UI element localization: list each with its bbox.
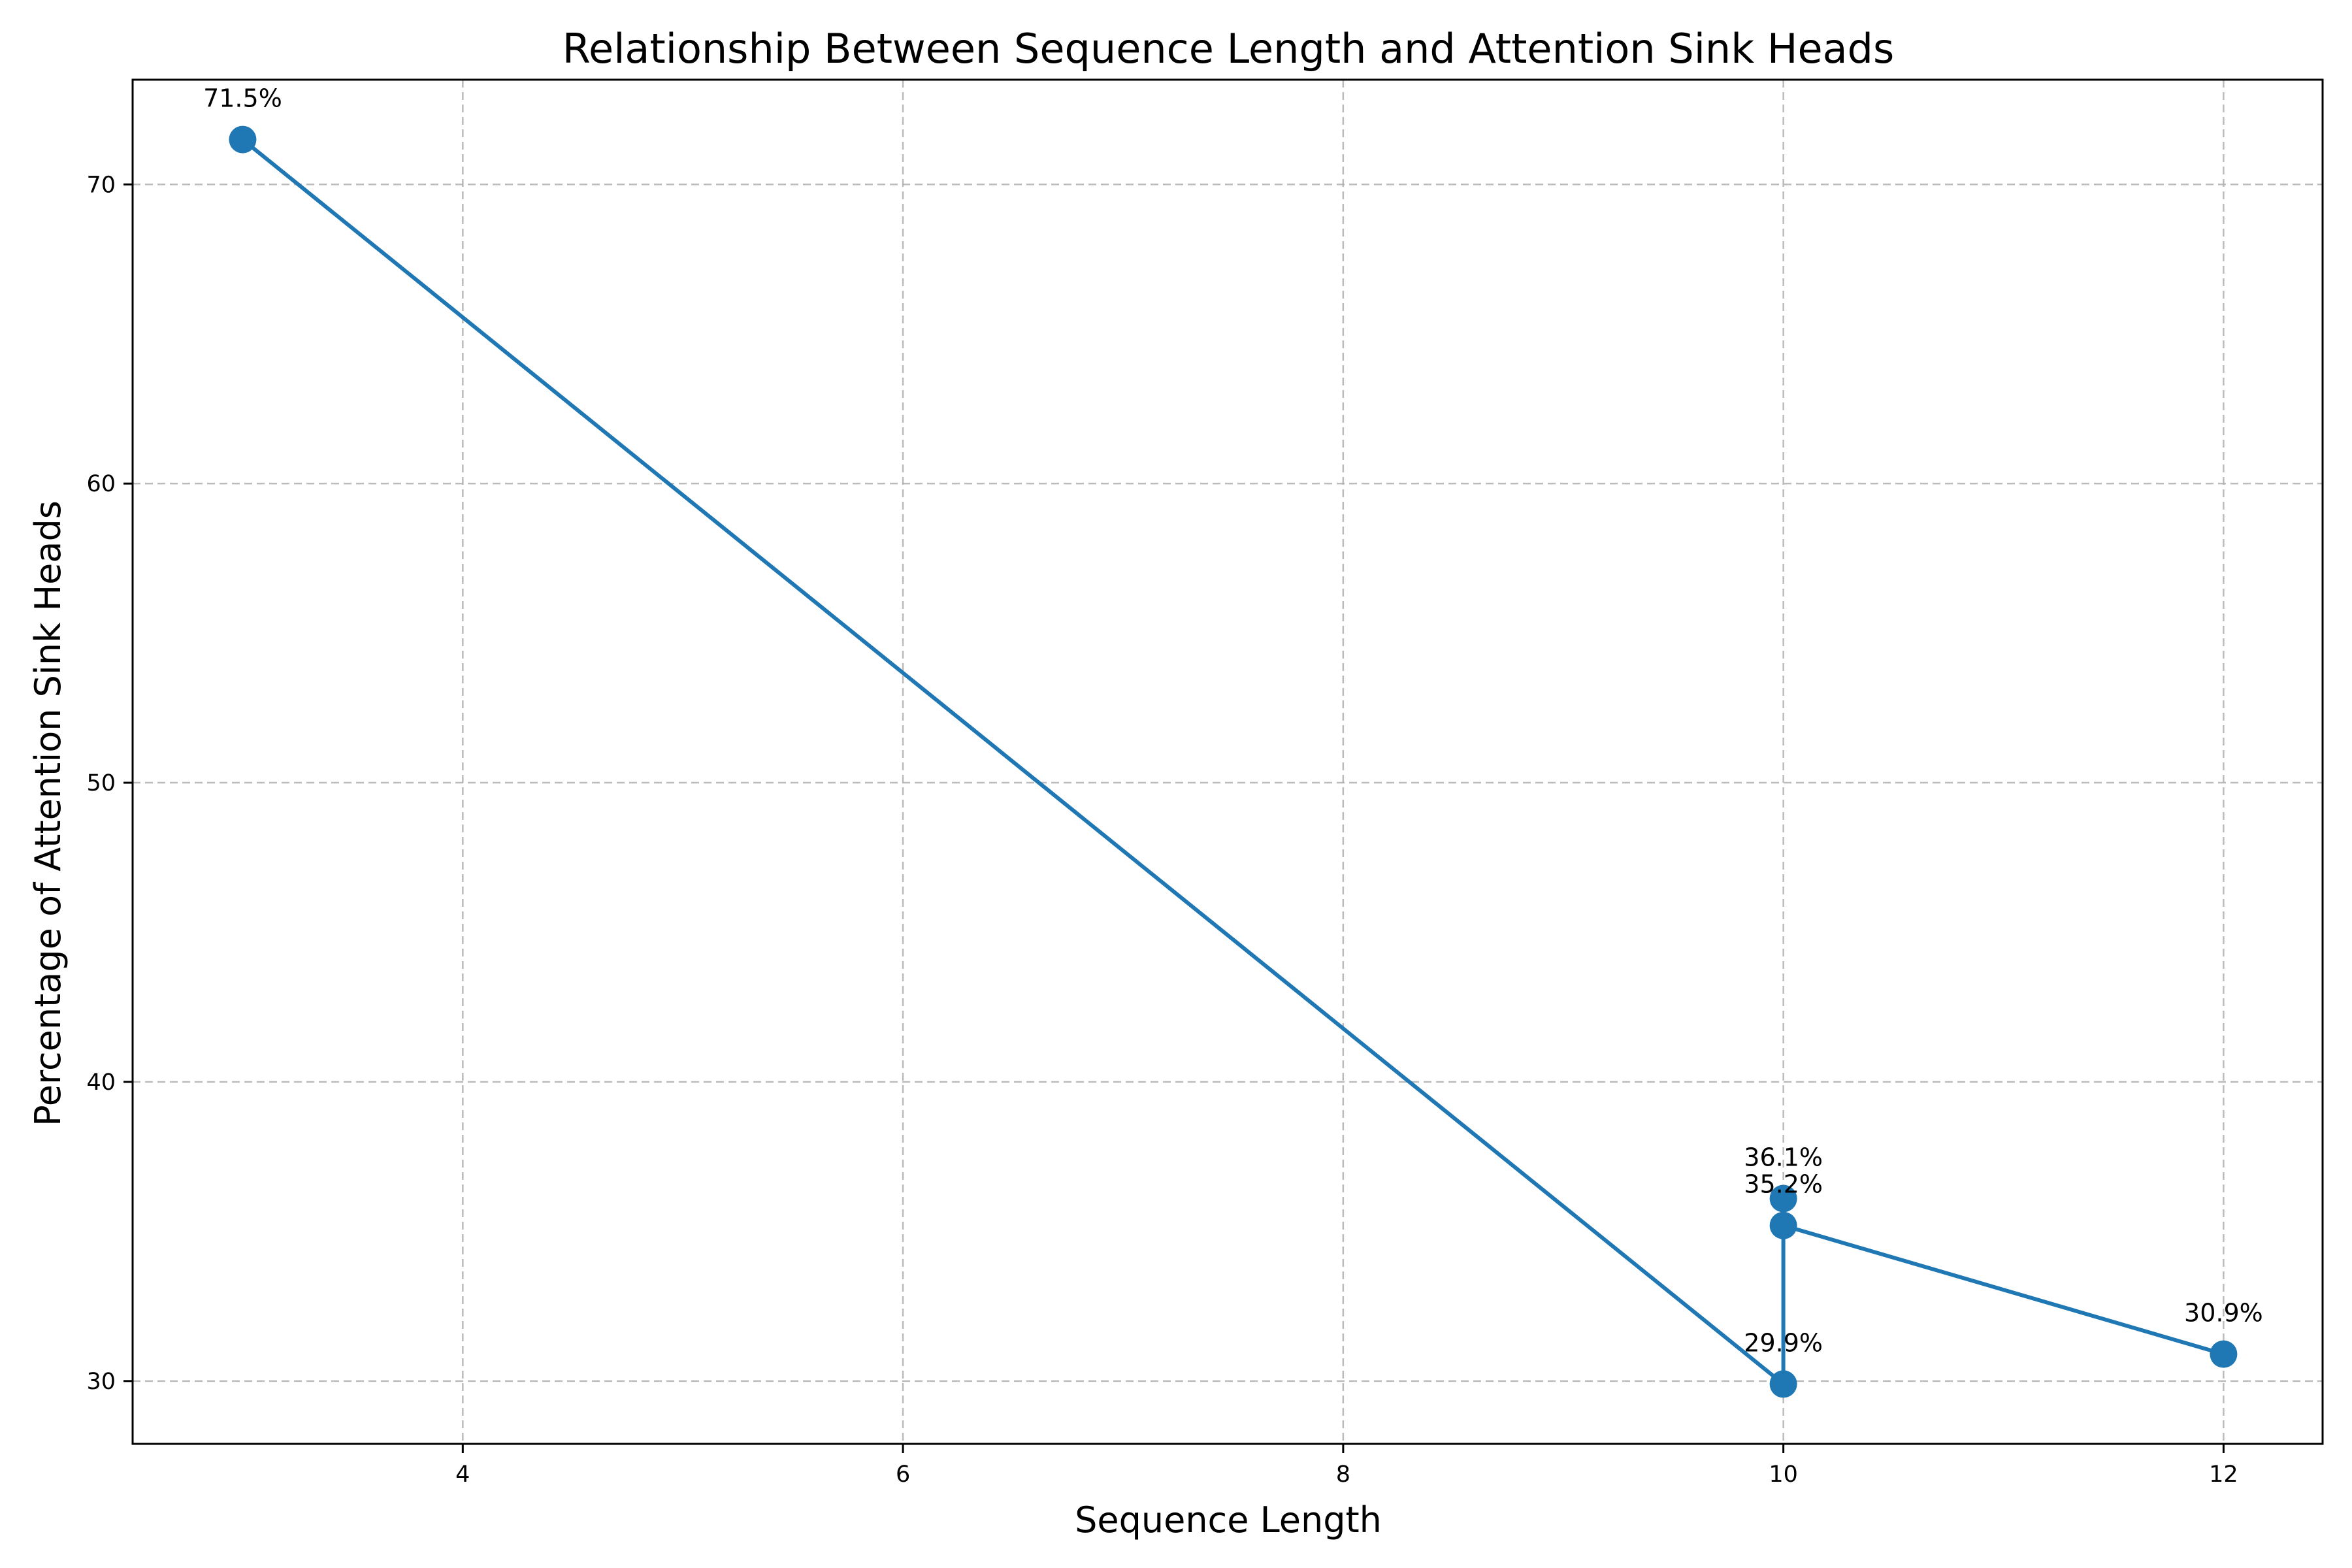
x-tick-label: 8 <box>1336 1462 1350 1488</box>
grid-layer <box>133 80 2323 1444</box>
y-tick-label: 40 <box>86 1070 116 1096</box>
x-tick-label: 10 <box>1769 1462 1798 1488</box>
x-axis-label: Sequence Length <box>1075 1499 1382 1541</box>
data-label: 29.9% <box>1744 1328 1823 1357</box>
series-layer <box>229 125 2238 1398</box>
data-labels-layer: 71.5% 29.9% 36.1%35.2% 30.9% <box>203 84 2263 1358</box>
series-line <box>240 137 2226 1386</box>
plot-frame <box>131 78 2324 1445</box>
data-label: 36.1% <box>1744 1143 1823 1172</box>
data-label: 35.2% <box>1744 1170 1823 1199</box>
y-axis-label: Percentage of Attention Sink Heads <box>27 500 69 1126</box>
y-tick-label: 50 <box>86 770 116 796</box>
chart-title: Relationship Between Sequence Length and… <box>563 25 1895 73</box>
data-point <box>1769 1370 1797 1398</box>
data-point <box>1769 1211 1797 1239</box>
data-label: 30.9% <box>2184 1299 2263 1328</box>
data-point <box>1769 1184 1797 1213</box>
x-tick-label: 12 <box>2209 1462 2238 1488</box>
data-point <box>229 125 257 154</box>
ticks-layer: 4 6 8 10 12 30 40 50 60 70 <box>86 172 2238 1488</box>
x-tick-label: 6 <box>896 1462 910 1488</box>
x-tick-label: 4 <box>455 1462 470 1488</box>
y-tick-label: 30 <box>86 1369 116 1395</box>
data-label: 71.5% <box>203 84 282 113</box>
y-tick-label: 60 <box>86 471 116 497</box>
data-point <box>2210 1340 2238 1368</box>
y-tick-label: 70 <box>86 172 116 198</box>
